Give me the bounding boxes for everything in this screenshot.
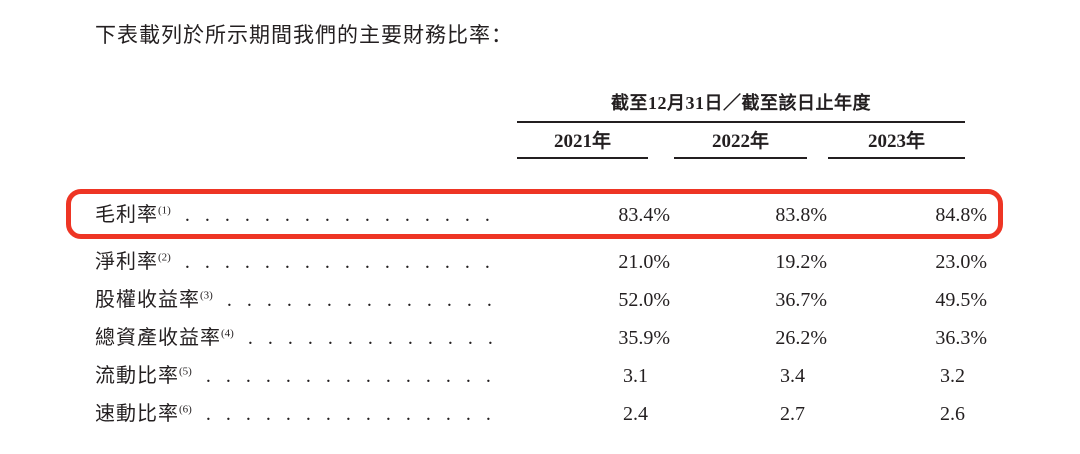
row-label: 總資產收益率(4) <box>95 327 234 349</box>
value-cell: 52.0% <box>618 289 670 311</box>
page-title: 下表載列於所示期間我們的主要財務比率： <box>95 23 513 47</box>
leader-dots <box>185 196 497 234</box>
year-column-2022: 2022年 <box>674 123 807 159</box>
row-label: 股權收益率(3) <box>95 289 213 311</box>
value-cell: 3.1 <box>623 365 648 387</box>
financial-ratios-table: 毛利率(1) 83.4% 83.8% 84.8% 淨利率(2) 21.0% 19… <box>66 189 1003 433</box>
value-cell: 36.7% <box>775 289 827 311</box>
value-cell: 2.7 <box>780 403 805 425</box>
value-cell: 3.2 <box>940 365 965 387</box>
leader-dots <box>206 357 497 395</box>
footnote-marker: (6) <box>179 403 192 416</box>
value-cell: 49.5% <box>935 289 987 311</box>
table-row-return-on-equity: 股權收益率(3) 52.0% 36.7% 49.5% <box>95 281 987 319</box>
value-cell: 83.4% <box>618 204 670 226</box>
leader-dots <box>227 281 497 319</box>
value-cell: 26.2% <box>775 327 827 349</box>
year-column-2023: 2023年 <box>828 123 965 159</box>
period-header: 截至12月31日／截至該日止年度 <box>517 91 965 123</box>
value-cell: 2.6 <box>940 403 965 425</box>
value-cell: 2.4 <box>623 403 648 425</box>
row-label: 毛利率(1) <box>95 204 171 226</box>
table-row-quick-ratio: 速動比率(6) 2.4 2.7 2.6 <box>95 395 987 433</box>
value-cell: 3.4 <box>780 365 805 387</box>
year-header-row: 2021年 2022年 2023年 <box>517 123 965 159</box>
table-row-return-on-assets: 總資產收益率(4) 35.9% 26.2% 36.3% <box>95 319 987 357</box>
table-row-net-margin: 淨利率(2) 21.0% 19.2% 23.0% <box>95 243 987 281</box>
document-page: 下表載列於所示期間我們的主要財務比率： 截至12月31日／截至該日止年度 202… <box>66 0 1003 433</box>
table-row-gross-margin: 毛利率(1) 83.4% 83.8% 84.8% <box>95 196 987 234</box>
leader-dots <box>248 319 497 357</box>
value-cell: 84.8% <box>935 204 987 226</box>
value-cell: 35.9% <box>618 327 670 349</box>
footnote-marker: (4) <box>221 327 234 340</box>
footnote-marker: (5) <box>179 365 192 378</box>
row-label: 淨利率(2) <box>95 251 171 273</box>
row-label: 流動比率(5) <box>95 365 192 387</box>
footnote-marker: (2) <box>158 251 171 264</box>
footnote-marker: (1) <box>158 204 171 217</box>
value-cell: 21.0% <box>618 251 670 273</box>
leader-dots <box>185 243 497 281</box>
leader-dots <box>206 395 497 433</box>
table-column-header: 截至12月31日／截至該日止年度 2021年 2022年 2023年 <box>517 91 965 159</box>
value-cell: 23.0% <box>935 251 987 273</box>
value-cell: 19.2% <box>775 251 827 273</box>
value-cell: 36.3% <box>935 327 987 349</box>
row-label: 速動比率(6) <box>95 403 192 425</box>
value-cell: 83.8% <box>775 204 827 226</box>
footnote-marker: (3) <box>200 289 213 302</box>
year-column-2021: 2021年 <box>517 123 648 159</box>
table-row-current-ratio: 流動比率(5) 3.1 3.4 3.2 <box>95 357 987 395</box>
